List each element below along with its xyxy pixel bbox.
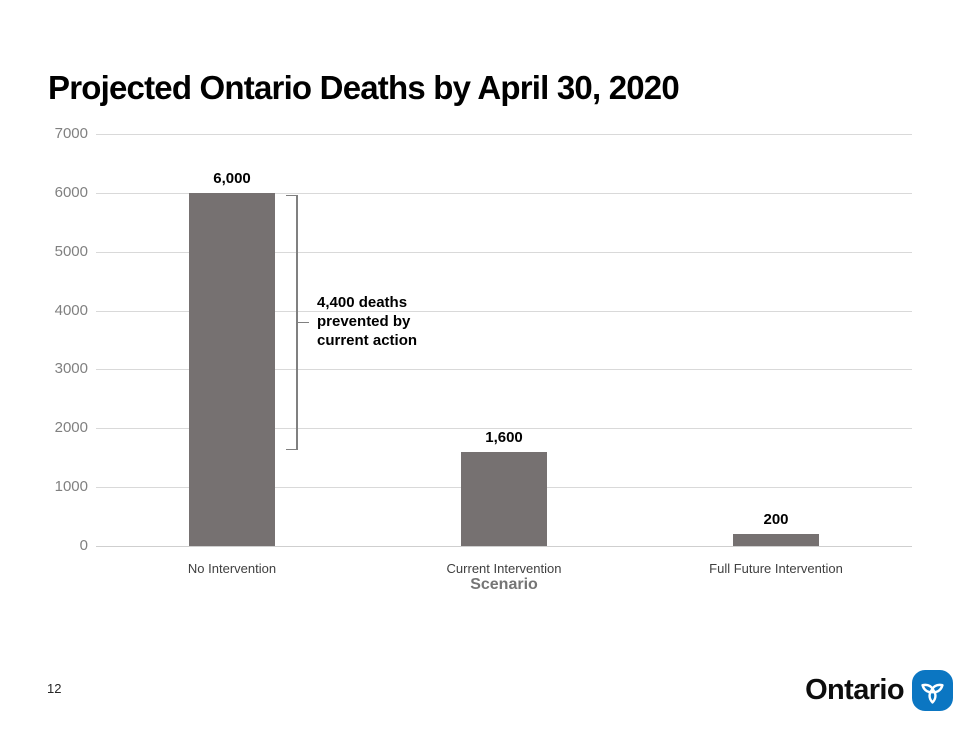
gridline-4000	[96, 310, 912, 312]
ontario-logo: Ontario	[805, 670, 953, 711]
x-axis-title: Scenario	[470, 576, 538, 593]
y-tick-label: 6000	[54, 183, 88, 201]
bar-value-label: 6,000	[213, 169, 251, 187]
category-label: Full Future Intervention	[709, 561, 843, 576]
bar-value-label: 200	[763, 511, 789, 529]
y-tick-label: 0	[79, 537, 88, 554]
ontario-wordmark: Ontario	[805, 674, 905, 706]
gridline-0	[96, 546, 912, 547]
bar-full-future-intervention	[733, 534, 819, 546]
y-tick-label: 2000	[54, 419, 88, 437]
slide-title: Projected Ontario Deaths by April 30, 20…	[48, 69, 680, 107]
plot-area: 6,000 1,600 200	[96, 134, 912, 547]
y-tick-label: 1000	[54, 478, 88, 496]
category-label: No Intervention	[187, 561, 277, 576]
bar-value-label: 1,600	[485, 428, 523, 446]
y-tick-label: 4000	[54, 301, 88, 319]
trillium-icon	[912, 670, 953, 711]
gridline-5000	[96, 251, 912, 253]
bracket-top-tick	[286, 194, 296, 197]
y-tick-label: 7000	[54, 125, 88, 142]
gridline-6000	[96, 192, 912, 194]
bracket-vertical	[296, 194, 298, 451]
bracket-mid-tick	[298, 321, 309, 324]
y-tick-label: 3000	[54, 360, 88, 378]
category-label: Current Intervention	[446, 561, 562, 576]
gridline-2000	[96, 428, 912, 430]
bar-current-intervention	[461, 451, 547, 546]
annotation-text: 4,400 deaths prevented by current action	[317, 293, 418, 349]
gridline-3000	[96, 369, 912, 371]
y-tick-label: 5000	[54, 242, 88, 260]
bracket-bottom-tick	[286, 448, 296, 451]
gridline-7000	[96, 134, 912, 135]
bar-no-intervention	[189, 192, 275, 546]
page-number: 12	[47, 681, 62, 696]
